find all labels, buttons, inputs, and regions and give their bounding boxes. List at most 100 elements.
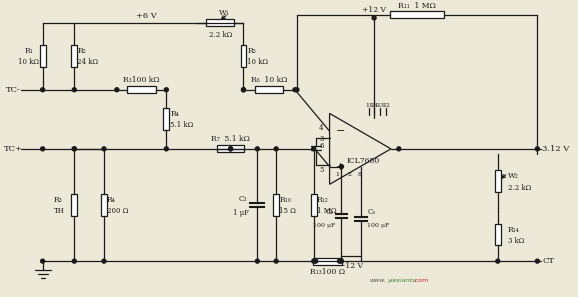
- Text: 2.2 kΩ: 2.2 kΩ: [507, 184, 531, 192]
- Bar: [40, 45, 46, 67]
- Bar: [495, 170, 501, 192]
- Text: R₄: R₄: [171, 110, 179, 119]
- Bar: [240, 45, 246, 67]
- Bar: [71, 194, 77, 216]
- Circle shape: [164, 88, 168, 92]
- Text: R₄: R₄: [107, 196, 116, 204]
- Text: R₃: R₃: [54, 196, 62, 204]
- Text: R₅: R₅: [247, 47, 256, 55]
- Text: .com: .com: [414, 278, 429, 283]
- Text: 3 kΩ: 3 kΩ: [507, 237, 524, 245]
- Bar: [255, 86, 283, 93]
- Circle shape: [229, 147, 232, 151]
- Circle shape: [40, 147, 45, 151]
- Bar: [273, 194, 279, 216]
- Bar: [101, 194, 107, 216]
- Text: 4: 4: [319, 124, 324, 132]
- Text: 10 kΩ: 10 kΩ: [18, 58, 39, 66]
- Text: 3.12 V: 3.12 V: [542, 145, 569, 153]
- Circle shape: [40, 259, 45, 263]
- Circle shape: [274, 259, 278, 263]
- Text: 11: 11: [365, 103, 373, 108]
- Circle shape: [397, 147, 401, 151]
- Text: R₁₁  1 MΩ: R₁₁ 1 MΩ: [398, 2, 436, 10]
- Text: +6 V: +6 V: [136, 12, 157, 20]
- Text: www.: www.: [369, 278, 386, 283]
- Text: R₁₄: R₁₄: [507, 226, 520, 234]
- Text: 2: 2: [347, 172, 351, 177]
- Text: 100 μF: 100 μF: [367, 223, 390, 228]
- Bar: [71, 45, 77, 67]
- Circle shape: [535, 259, 539, 263]
- Text: 6: 6: [319, 142, 324, 150]
- Text: ICL7650: ICL7650: [347, 157, 380, 165]
- Circle shape: [72, 147, 76, 151]
- Text: TC-: TC-: [6, 86, 20, 94]
- Circle shape: [312, 147, 316, 151]
- Bar: [127, 86, 157, 93]
- Text: 10 kΩ: 10 kΩ: [247, 58, 268, 66]
- Text: 1 MΩ: 1 MΩ: [317, 207, 336, 215]
- Text: 1: 1: [335, 172, 339, 177]
- Text: 15 Ω: 15 Ω: [279, 207, 296, 215]
- Text: 12: 12: [382, 103, 390, 108]
- Text: 200 Ω: 200 Ω: [107, 207, 128, 215]
- Circle shape: [312, 259, 316, 263]
- Text: +12 V: +12 V: [362, 6, 386, 14]
- Bar: [495, 224, 501, 245]
- Bar: [313, 258, 342, 265]
- Text: 100 μF: 100 μF: [313, 223, 335, 228]
- Text: R₇  5.1 kΩ: R₇ 5.1 kΩ: [211, 135, 250, 143]
- Circle shape: [242, 88, 246, 92]
- Circle shape: [274, 147, 278, 151]
- Text: yiexiantu: yiexiantu: [387, 278, 416, 283]
- Text: C₃: C₃: [367, 208, 375, 217]
- Text: R₁₂: R₁₂: [317, 196, 328, 204]
- Text: CT: CT: [542, 257, 554, 265]
- Circle shape: [255, 147, 260, 151]
- Circle shape: [115, 88, 119, 92]
- Bar: [217, 146, 244, 152]
- Circle shape: [496, 259, 500, 263]
- Circle shape: [102, 147, 106, 151]
- Circle shape: [164, 147, 168, 151]
- Text: R₁: R₁: [24, 47, 33, 55]
- Circle shape: [72, 147, 76, 151]
- Bar: [206, 19, 234, 26]
- Circle shape: [339, 165, 343, 169]
- Circle shape: [40, 88, 45, 92]
- Circle shape: [229, 147, 232, 151]
- Text: R₂: R₂: [77, 47, 86, 55]
- Text: TC+: TC+: [3, 145, 23, 153]
- Text: 5.1 kΩ: 5.1 kΩ: [171, 121, 194, 129]
- Text: R₃100 kΩ: R₃100 kΩ: [123, 76, 160, 84]
- Text: 3: 3: [319, 135, 324, 143]
- Circle shape: [242, 88, 246, 92]
- Circle shape: [72, 259, 76, 263]
- Text: 24 kΩ: 24 kΩ: [77, 58, 98, 66]
- Circle shape: [339, 259, 343, 263]
- Circle shape: [338, 259, 342, 263]
- Text: R₆  10 kΩ: R₆ 10 kΩ: [251, 76, 287, 84]
- Bar: [164, 108, 169, 130]
- Text: 14: 14: [370, 103, 378, 108]
- Circle shape: [314, 259, 318, 263]
- Circle shape: [295, 88, 299, 92]
- Text: +: +: [335, 162, 345, 172]
- Text: 1 μF: 1 μF: [234, 209, 250, 217]
- Text: −12 V: −12 V: [339, 262, 364, 270]
- Text: 8: 8: [357, 172, 361, 177]
- Text: W₁: W₁: [218, 9, 229, 17]
- Text: R₁₃100 Ω: R₁₃100 Ω: [310, 268, 345, 276]
- Text: C₁: C₁: [239, 195, 247, 203]
- Circle shape: [255, 259, 260, 263]
- Circle shape: [72, 88, 76, 92]
- Text: R₁₀: R₁₀: [279, 196, 291, 204]
- Text: TH: TH: [54, 207, 64, 215]
- Bar: [311, 194, 317, 216]
- Circle shape: [535, 147, 539, 151]
- Text: C₂: C₂: [325, 208, 334, 217]
- Circle shape: [293, 88, 297, 92]
- Text: 2.2 kΩ: 2.2 kΩ: [209, 31, 232, 39]
- Text: W₂: W₂: [507, 172, 518, 180]
